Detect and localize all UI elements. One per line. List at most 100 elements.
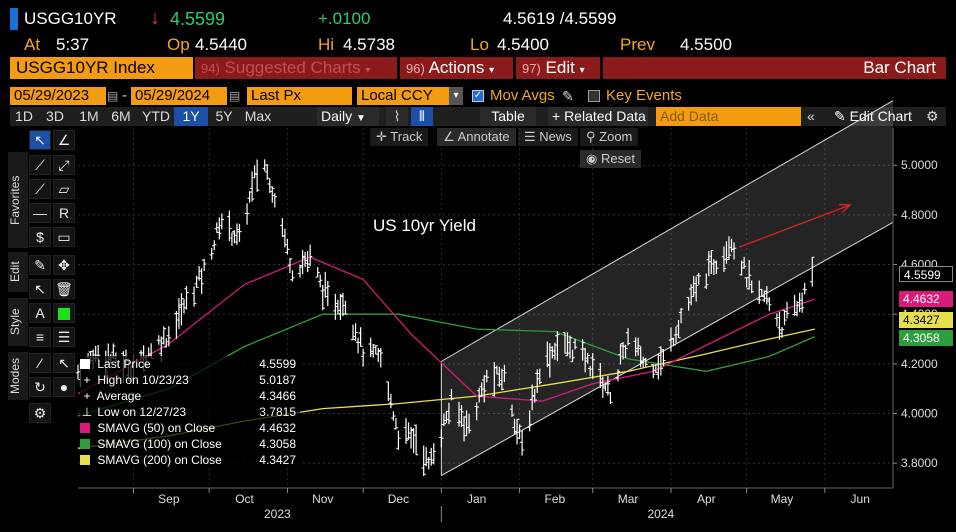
price-bar: [782, 309, 787, 326]
price-label-icon[interactable]: $: [29, 227, 51, 247]
settings-icon[interactable]: ⚙: [29, 403, 51, 423]
range-1m[interactable]: 1M: [79, 108, 99, 124]
line-segment-icon[interactable]: ⟋: [29, 179, 51, 199]
crosshair-mode-icon[interactable]: ⁄: [29, 353, 51, 373]
key-events-label[interactable]: Key Events: [606, 87, 682, 104]
range-5y[interactable]: 5Y: [215, 108, 233, 124]
currency-dropdown-icon[interactable]: ▾: [449, 87, 463, 105]
annotate-label: Annotate: [457, 129, 510, 144]
x-tick-label: Jan: [467, 492, 486, 506]
price-bar: [280, 218, 285, 237]
chart-type-icon[interactable]: ⫴: [411, 107, 433, 126]
range-3d[interactable]: 3D: [46, 108, 64, 124]
price-bar: [739, 260, 744, 276]
price-bar: [484, 369, 489, 383]
price-bar: [449, 388, 454, 401]
calendar-icon[interactable]: ▤: [107, 89, 119, 103]
table-button[interactable]: Table: [480, 107, 536, 126]
select-icon[interactable]: ↖: [29, 279, 51, 299]
collapse-icon[interactable]: «: [807, 107, 815, 126]
calendar-icon[interactable]: ▤: [229, 89, 241, 103]
line-weight-icon[interactable]: ≡: [29, 327, 51, 347]
mov-avgs-label[interactable]: Mov Avgs: [490, 87, 555, 104]
line-style-icon[interactable]: ☰: [53, 327, 75, 347]
range-1d[interactable]: 1D: [15, 108, 33, 124]
actions-menu[interactable]: 96) Actions ▾: [400, 57, 513, 79]
edit-chart-button[interactable]: ✎ Edit Chart: [830, 107, 912, 126]
angle-tool-icon[interactable]: ∠: [53, 130, 75, 150]
annotate-tool[interactable]: ∠ Annotate: [437, 128, 516, 146]
x-tick-label: Sep: [158, 492, 180, 506]
ray-icon[interactable]: ⤢: [53, 155, 75, 175]
rectangle-icon[interactable]: ▭: [53, 227, 75, 247]
trendline-icon[interactable]: ⟋: [29, 155, 51, 175]
price-bar: [350, 324, 356, 341]
color-green-icon[interactable]: [53, 303, 75, 323]
move-icon[interactable]: ✥: [53, 255, 75, 275]
price-bar: [234, 223, 240, 245]
end-date-field[interactable]: 05/29/2024: [131, 87, 227, 105]
range-ytd[interactable]: YTD: [142, 108, 170, 124]
ticker-symbol[interactable]: USGG10YR: [24, 9, 117, 28]
price-badge: 4.4632: [899, 290, 953, 307]
y-tick-label: 4.8000: [901, 208, 938, 222]
add-data-field[interactable]: Add Data: [656, 107, 801, 126]
cursor-mode-icon[interactable]: ↖: [53, 353, 75, 373]
down-arrow-icon: ↓: [150, 7, 160, 29]
range-1y[interactable]: 1Y: [174, 107, 208, 126]
price-bar: [726, 236, 732, 261]
trend-arrow[interactable]: [738, 203, 852, 248]
draw-icon[interactable]: ✎: [29, 255, 51, 275]
edit-menu[interactable]: 97) Edit ▾: [516, 57, 600, 79]
start-date-field[interactable]: 05/29/2023: [10, 87, 106, 105]
last-time: 5:37: [56, 35, 90, 54]
range-max[interactable]: Max: [244, 108, 272, 124]
x-tick-label: Nov: [312, 492, 333, 506]
trash-icon[interactable]: 🗑: [53, 279, 75, 299]
line-chart-icon[interactable]: ⌇: [386, 107, 408, 126]
price-bar: [323, 271, 328, 298]
mov-avgs-checkbox[interactable]: ✓: [472, 90, 484, 102]
price-bar: [431, 443, 436, 465]
zoom-tool[interactable]: ⚲ Zoom: [580, 128, 639, 146]
legend-label: SMAVG (50) on Close: [97, 421, 216, 435]
retracement-icon[interactable]: R: [53, 203, 75, 223]
channel-fill: [441, 100, 893, 476]
legend-label: SMAVG (200) on Close: [97, 453, 222, 467]
price-bar: [376, 347, 381, 363]
price-bar: [590, 352, 595, 379]
refresh-icon[interactable]: ↻: [29, 377, 51, 397]
field-select[interactable]: Last Px: [247, 87, 352, 105]
gear-icon[interactable]: ⚙: [926, 107, 942, 126]
y-tick-label: 5.0000: [901, 158, 938, 172]
prev-value: 4.5500: [680, 35, 732, 54]
security-label: USGG10YR Index: [16, 58, 155, 77]
edit-label: Edit: [545, 58, 575, 77]
security-field[interactable]: USGG10YR Index: [10, 57, 193, 79]
text-icon[interactable]: A: [29, 303, 51, 323]
price-bar: [287, 258, 293, 274]
related-data-button[interactable]: + Related Data: [548, 107, 648, 126]
ticker-color-tab: [10, 8, 18, 30]
channel-tool-icon[interactable]: ▱: [53, 179, 75, 199]
range-6m[interactable]: 6M: [111, 108, 131, 124]
horizontal-line-icon[interactable]: —: [29, 203, 51, 223]
palette-icon[interactable]: ●: [53, 377, 75, 397]
green-swatch-icon: [58, 308, 70, 320]
frequency-select[interactable]: Daily ▼: [317, 107, 379, 126]
pencil-icon[interactable]: ✎: [562, 88, 574, 104]
news-tool[interactable]: ☰ News: [518, 128, 578, 146]
price-bar: [371, 343, 376, 358]
pointer-icon[interactable]: ↖: [29, 130, 51, 150]
key-events-checkbox[interactable]: [588, 90, 600, 102]
price-bar: [635, 337, 641, 356]
currency-select[interactable]: Local CCY: [357, 87, 449, 105]
price-bar: [673, 326, 679, 344]
price-bar: [545, 341, 550, 368]
price-badge: 4.3058: [899, 329, 953, 346]
price-bar: [411, 428, 416, 454]
suggested-charts-menu[interactable]: 94) Suggested Charts ▾: [195, 57, 397, 79]
average-marker-icon: +: [83, 389, 91, 403]
track-tool[interactable]: ✛ Track: [370, 128, 429, 146]
reset-button[interactable]: ◉ Reset: [580, 150, 641, 168]
